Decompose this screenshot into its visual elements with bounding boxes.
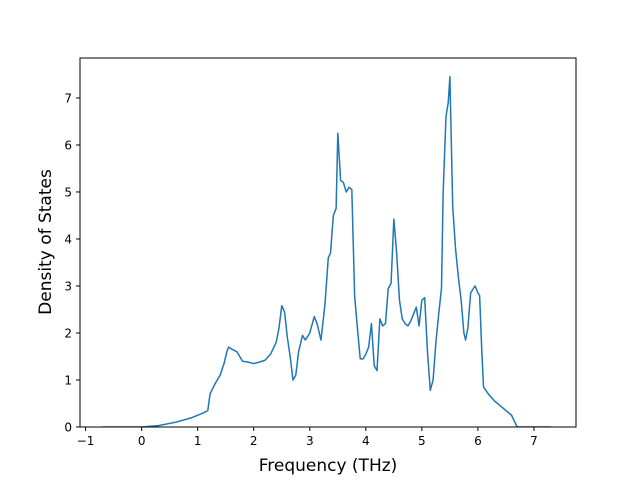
dos-series-line (102, 76, 551, 427)
y-tick-label: 7 (64, 91, 72, 105)
x-tick-label: 7 (530, 434, 538, 448)
x-tick-label: 4 (362, 434, 370, 448)
y-tick-label: 6 (64, 138, 72, 152)
x-tick-label: −1 (77, 434, 95, 448)
y-tick-label: 5 (64, 185, 72, 199)
axis-ticks: −1 0 1 2 3 4 5 6 7 0 1 2 3 4 5 6 7 (64, 91, 537, 448)
x-tick-label: 6 (474, 434, 482, 448)
x-tick-label: 5 (418, 434, 426, 448)
plot-area (102, 76, 551, 427)
x-tick-label: 1 (194, 434, 202, 448)
x-tick-label: 3 (306, 434, 314, 448)
x-tick-label: 2 (250, 434, 258, 448)
x-axis-label: Frequency (THz) (259, 456, 398, 476)
y-tick-label: 2 (64, 326, 72, 340)
y-axis-label: Density of States (36, 169, 56, 315)
x-tick-label: 0 (138, 434, 146, 448)
y-tick-label: 0 (64, 421, 72, 435)
y-tick-label: 3 (64, 279, 72, 293)
y-tick-label: 4 (64, 232, 72, 246)
axes-frame (79, 57, 577, 428)
y-tick-label: 1 (64, 373, 72, 387)
